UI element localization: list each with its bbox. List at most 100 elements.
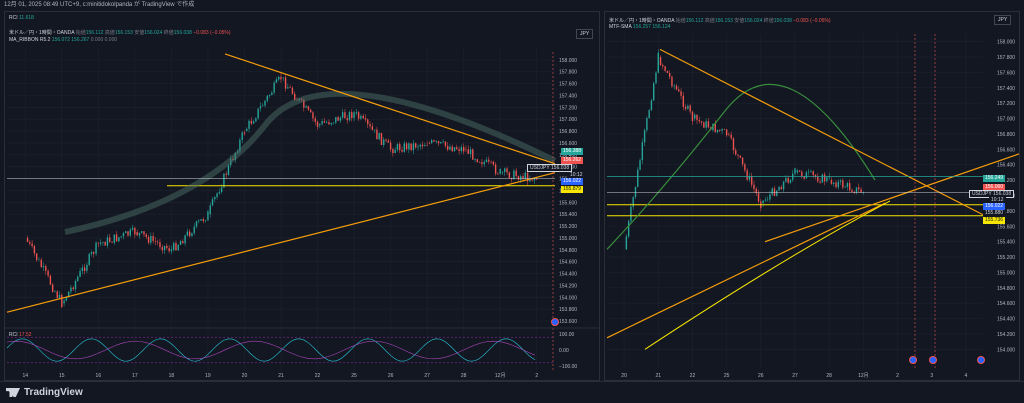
- candle: [415, 143, 417, 148]
- candle: [332, 122, 335, 124]
- price-axis-label: 157.400: [997, 86, 1015, 92]
- candle: [147, 236, 150, 243]
- candle: [188, 231, 191, 237]
- candle: [33, 245, 36, 254]
- tradingview-logo[interactable]: TradingView: [6, 387, 83, 398]
- candle: [794, 168, 796, 174]
- candle: [437, 141, 440, 144]
- candle: [812, 171, 814, 175]
- candle: [433, 140, 435, 142]
- left-symbol-tag: USDJPY 156.038: [527, 164, 573, 172]
- right-timer-tag: 10:12: [989, 197, 1006, 204]
- price-axis-label: 154.400: [559, 272, 577, 278]
- price-axis-label: 158.000: [997, 40, 1015, 46]
- time-axis-label: 15: [59, 373, 65, 379]
- candle: [81, 267, 84, 271]
- price-axis-label: 154.400: [997, 317, 1015, 323]
- time-axis-label: 12月: [495, 373, 506, 379]
- candle: [252, 121, 255, 124]
- candle: [675, 85, 678, 90]
- economic-event-icon: [909, 356, 917, 364]
- candle: [95, 242, 97, 254]
- candle: [202, 219, 205, 222]
- candle: [99, 242, 102, 244]
- candle: [782, 181, 785, 190]
- candle: [506, 168, 508, 173]
- candle: [275, 79, 278, 83]
- candle: [364, 118, 367, 120]
- candle: [383, 139, 385, 145]
- candle: [186, 231, 189, 236]
- left-upper-tag: 156.388: [561, 148, 584, 155]
- candle: [239, 139, 241, 152]
- candle: [664, 66, 666, 71]
- candle: [723, 129, 726, 130]
- candle: [728, 133, 730, 135]
- right-symbol-badge[interactable]: JPY: [994, 15, 1012, 25]
- candle: [773, 188, 776, 196]
- candle: [694, 114, 696, 119]
- candle: [787, 177, 789, 183]
- candle: [501, 172, 504, 173]
- candle: [460, 147, 463, 152]
- candle: [373, 129, 376, 131]
- right-chart-panel[interactable]: 米ドル／円・1時間・OANDA 始値156.112 高値156.153 安値15…: [604, 11, 1020, 381]
- candle: [220, 187, 223, 193]
- candle: [223, 173, 225, 188]
- ma-ribbon: [64, 90, 557, 235]
- candle: [520, 176, 522, 180]
- author-note: c:minitidokolpanda が TradingView で作成: [82, 2, 195, 8]
- left-symbol-badge[interactable]: JPY: [576, 29, 594, 39]
- candle: [769, 194, 771, 200]
- candle: [421, 144, 424, 147]
- price-axis-label: 155.600: [559, 200, 577, 206]
- candle: [703, 122, 705, 128]
- candle: [248, 120, 250, 129]
- candle: [451, 146, 453, 152]
- candle: [357, 112, 360, 119]
- candle: [35, 253, 38, 260]
- candle: [488, 159, 490, 162]
- candle: [120, 236, 122, 238]
- candle: [655, 72, 657, 84]
- candle: [753, 184, 755, 189]
- candle: [150, 236, 152, 243]
- candle: [225, 173, 227, 175]
- candle: [764, 199, 767, 201]
- candle: [721, 129, 723, 131]
- candle: [193, 226, 195, 234]
- price-axis-label: 157.800: [997, 55, 1015, 61]
- resistance-trendline: [224, 53, 556, 165]
- tradingview-logo-icon: [6, 388, 20, 397]
- candle: [417, 146, 419, 148]
- candle: [678, 89, 680, 92]
- rci-short-line: [6, 338, 536, 362]
- candle: [230, 158, 232, 166]
- candle: [387, 140, 390, 143]
- price-axis-label: 155.000: [559, 236, 577, 242]
- candle: [83, 267, 86, 271]
- right-chart-svg[interactable]: 158.000 157.800 157.600 157.400 157.200 157.0…: [605, 12, 1020, 381]
- right-green-tag: 156.249: [983, 175, 1006, 182]
- candle: [287, 87, 289, 89]
- candle: [77, 276, 79, 281]
- left-buy-tag: 156.022: [561, 178, 584, 185]
- candle: [257, 108, 259, 119]
- support-trendline: [606, 202, 886, 339]
- candle: [195, 221, 198, 227]
- candle: [757, 193, 760, 202]
- candle: [289, 87, 291, 88]
- candle: [339, 117, 342, 121]
- candle: [294, 93, 296, 100]
- candle: [842, 180, 844, 188]
- price-axis-label: 155.200: [559, 224, 577, 230]
- candle: [353, 112, 355, 119]
- price-axis-label: 153.600: [559, 319, 577, 325]
- candle: [513, 170, 515, 180]
- price-axis-label: 157.600: [559, 82, 577, 88]
- candle: [300, 98, 303, 100]
- left-chart-svg[interactable]: 158.000 157.800 157.600 157.400 157.200 157.0…: [5, 12, 600, 381]
- candle: [492, 161, 495, 165]
- candle: [378, 132, 380, 140]
- left-chart-panel[interactable]: RCI 11.618 米ドル／円・1時間・OANDA 始値156.112 高値1…: [4, 11, 600, 381]
